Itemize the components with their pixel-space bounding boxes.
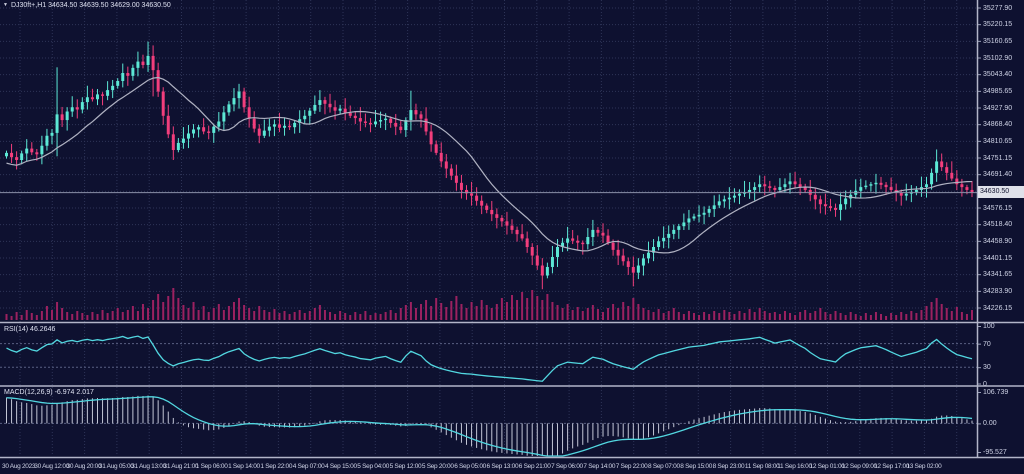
time-axis-label: 4 Sep 15:00: [325, 463, 357, 470]
time-axis-label: 31 Aug 05:00: [98, 463, 134, 470]
price-axis-label: 34576.15: [983, 204, 1013, 212]
price-axis-label: 35277.90: [983, 4, 1013, 12]
price-axis-label: 34691.40: [983, 171, 1013, 179]
rsi-axis-label: 70: [983, 340, 991, 348]
time-axis-label: 8 Sep 07:00: [648, 463, 680, 470]
time-axis-label: 6 Sep 21:00: [518, 463, 551, 470]
price-axis-label: 34985.65: [983, 87, 1013, 95]
time-axis-label: 12 Sep 01:00: [809, 463, 845, 470]
price-axis-label: 34401.15: [983, 254, 1013, 262]
macd-axis-label: 0.00: [983, 420, 997, 428]
main-chart-pane[interactable]: [0, 0, 977, 322]
symbol-timeframe: DJ30ft+,H1: [10, 2, 47, 9]
time-axis-label: 5 Sep 12:00: [389, 463, 422, 470]
time-axis-label: 7 Sep 14:00: [583, 463, 616, 470]
rsi-axis-label: 30: [983, 364, 991, 372]
macd-pane[interactable]: [0, 387, 977, 456]
time-axis-label: 12 Sep 17:00: [874, 463, 910, 470]
rsi-axis-label: 100: [983, 323, 995, 330]
time-axis-label: 30 Aug 2023: [2, 463, 36, 470]
macd-pane-label: MACD(12,26,9) -6.974 2.017: [4, 389, 94, 396]
rsi-axis-label: 0: [983, 381, 987, 388]
chart-ohlc-readout: ▼ DJ30ft+,H1 34634.50 34639.50 34629.00 3…: [3, 2, 171, 9]
time-axis-label: 31 Aug 21:00: [163, 463, 199, 470]
time-axis-label: 8 Sep 15:00: [680, 463, 713, 470]
time-axis-label: 4 Sep 07:00: [292, 463, 325, 470]
time-axis-label: 30 Aug 20:00: [66, 463, 102, 470]
price-axis-label: 34283.90: [983, 287, 1013, 295]
price-axis-label: 34810.65: [983, 137, 1013, 145]
time-axis[interactable]: [0, 458, 1024, 474]
rsi-pane[interactable]: [0, 324, 977, 385]
time-axis-label: 6 Sep 13:00: [486, 463, 519, 470]
price-axis-label: 34868.40: [983, 121, 1013, 129]
current-price-badge: 34630.50: [978, 186, 1024, 198]
time-axis-label: 11 Sep 16:00: [777, 463, 812, 470]
time-axis-label: 6 Sep 05:00: [454, 463, 486, 470]
price-axis-label: 34927.90: [983, 104, 1013, 112]
time-axis-label: 5 Sep 04:00: [357, 463, 390, 470]
time-axis-label: 13 Sep 02:00: [906, 463, 942, 470]
price-axis-label: 34518.40: [983, 221, 1013, 229]
price-axis-label: 34226.15: [983, 304, 1013, 312]
price-axis-label: 34458.90: [983, 237, 1013, 245]
price-axis-label: 34341.65: [983, 271, 1013, 279]
price-axis-label: 35160.65: [983, 37, 1013, 45]
time-axis-label: 5 Sep 20:00: [421, 463, 454, 470]
time-axis-label: 7 Sep 22:00: [615, 463, 648, 470]
macd-axis-label: 106.739: [983, 389, 1009, 396]
rsi-pane-label: RSI(14) 46.2646: [4, 326, 56, 333]
time-axis-label: 12 Sep 09:00: [841, 463, 877, 470]
price-axis-label: 35043.40: [983, 71, 1013, 79]
price-axis-label: 35220.15: [983, 21, 1013, 29]
price-axis-label: 35102.90: [983, 54, 1013, 62]
macd-axis-label: -95.527: [983, 449, 1007, 456]
time-axis-label: 8 Sep 23:00: [712, 463, 745, 470]
time-axis-label: 1 Sep 22:00: [260, 463, 293, 470]
time-axis-label: 1 Sep 06:00: [195, 463, 228, 470]
time-axis-label: 7 Sep 06:00: [551, 463, 583, 470]
time-axis-label: 11 Sep 08:00: [744, 463, 780, 470]
time-axis-label: 30 Aug 12:00: [34, 463, 70, 470]
price-axis-label: 34751.15: [983, 154, 1013, 162]
price-axis[interactable]: [978, 0, 1024, 457]
time-axis-label: 31 Aug 13:00: [131, 463, 166, 470]
ohlc-values: 34634.50 34639.50 34629.00 34630.50: [48, 2, 171, 9]
time-axis-label: 1 Sep 14:00: [228, 463, 260, 470]
chart-dropdown-icon[interactable]: ▼: [3, 2, 8, 8]
